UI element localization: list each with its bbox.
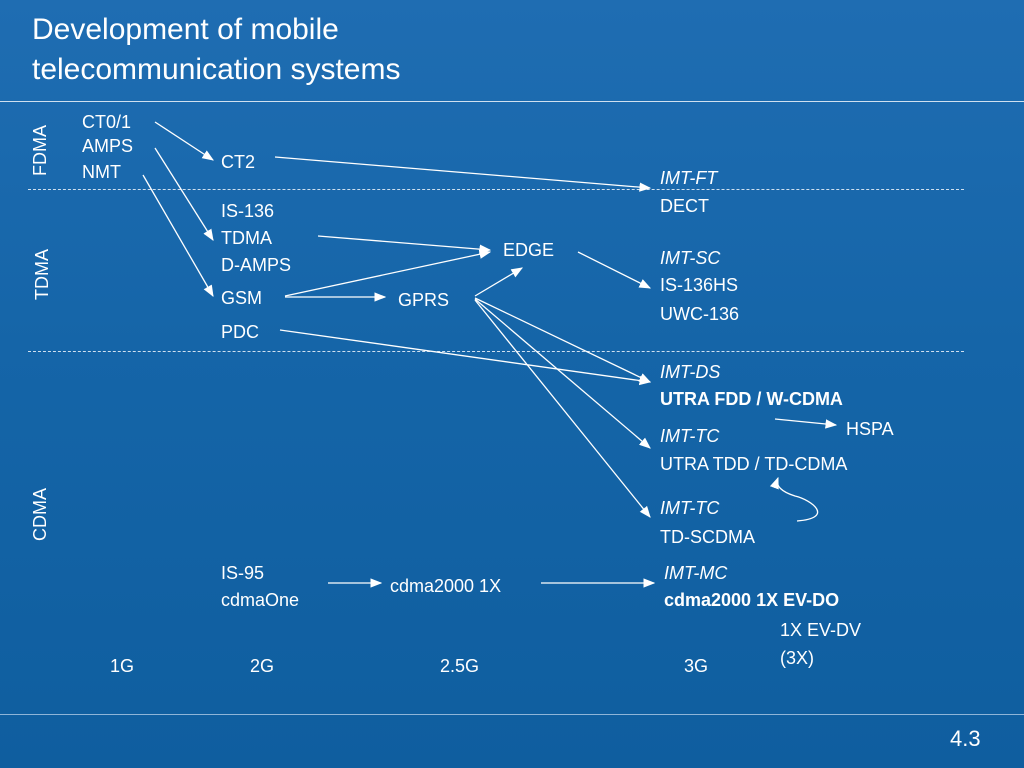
top-divider bbox=[0, 101, 1024, 102]
node-imt-sc: IMT-SC bbox=[660, 248, 721, 268]
node-gsm: GSM bbox=[221, 288, 263, 308]
node-is136: IS-136 bbox=[221, 201, 275, 221]
node-is136hs: IS-136HS bbox=[660, 275, 739, 295]
node-tdma: TDMA bbox=[221, 228, 272, 248]
node-pdc: PDC bbox=[221, 322, 260, 342]
fdma-tdma-divider bbox=[28, 189, 964, 190]
slide-title: Development of mobile telecommunication … bbox=[32, 10, 632, 90]
node-gprs: GPRS bbox=[398, 290, 450, 310]
node-imt-mc: IMT-MC bbox=[664, 563, 728, 583]
node-cdma2000-1x: cdma2000 1X bbox=[390, 576, 502, 596]
node-imt-ds: IMT-DS bbox=[660, 362, 721, 382]
node-uwc136: UWC-136 bbox=[660, 304, 740, 324]
bottom-divider bbox=[0, 714, 1024, 715]
node-dect: DECT bbox=[660, 196, 709, 216]
node-utra-fdd: UTRA FDD / W-CDMA bbox=[660, 389, 843, 409]
arrow-ct01-to-ct2 bbox=[154, 121, 214, 161]
node-cdmaone: cdmaOne bbox=[221, 590, 300, 610]
arrow-gprs-to-utra-fdd bbox=[474, 297, 652, 383]
generation-2g: 2G bbox=[250, 656, 275, 676]
tdma-cdma-divider bbox=[28, 351, 964, 352]
node-imt-ft: IMT-FT bbox=[660, 168, 718, 188]
arrow-nmt-to-gsm bbox=[142, 174, 214, 298]
node-edge: EDGE bbox=[503, 240, 555, 260]
node-utra-tdd: UTRA TDD / TD-CDMA bbox=[660, 454, 848, 474]
arrow-edge-to-is136hs bbox=[577, 251, 652, 289]
node-nmt: NMT bbox=[82, 162, 121, 182]
node-ct2: CT2 bbox=[221, 152, 256, 172]
generation-2-5g: 2.5G bbox=[440, 656, 480, 676]
arrow-amps-to-is136 bbox=[154, 147, 214, 241]
node-td-scdma: TD-SCDMA bbox=[660, 527, 755, 547]
page-number: 4.3 bbox=[950, 726, 981, 751]
arrow-gprs-to-edge bbox=[474, 267, 524, 297]
arrow-tdma-to-edge bbox=[317, 235, 492, 254]
node-3x: (3X) bbox=[780, 648, 815, 668]
arrow-utra-fdd-to-hspa bbox=[774, 418, 838, 429]
generation-3g: 3G bbox=[684, 656, 709, 676]
arrow-gprs-to-utra-tdd bbox=[474, 298, 651, 449]
node-cdma2000-evdo: cdma2000 1X EV-DO bbox=[664, 590, 840, 610]
arrow-gsm-to-edge bbox=[284, 249, 492, 297]
arrow-pdc-to-utra-fdd bbox=[279, 329, 652, 386]
title-line-2: telecommunication systems bbox=[32, 53, 401, 86]
node-imt-tc-1: IMT-TC bbox=[660, 426, 720, 446]
arrow-td-scdma-to-utra-tdd bbox=[769, 476, 819, 522]
arrow-ct2-to-dect bbox=[274, 156, 652, 192]
generation-1g: 1G bbox=[110, 656, 135, 676]
node-is95: IS-95 bbox=[221, 563, 265, 583]
node-hspa: HSPA bbox=[846, 419, 894, 439]
node-evdv: 1X EV-DV bbox=[780, 620, 862, 640]
arrow-gprs-to-td-scdma bbox=[474, 299, 651, 518]
node-damps: D-AMPS bbox=[221, 255, 292, 275]
title-line-1: Development of mobile bbox=[32, 13, 339, 46]
node-imt-tc-2: IMT-TC bbox=[660, 498, 720, 518]
node-ct01: CT0/1 bbox=[82, 112, 132, 132]
node-amps: AMPS bbox=[82, 136, 134, 156]
